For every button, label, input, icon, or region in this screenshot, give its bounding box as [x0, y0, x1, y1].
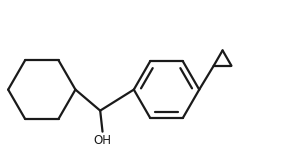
Text: OH: OH: [93, 134, 111, 148]
